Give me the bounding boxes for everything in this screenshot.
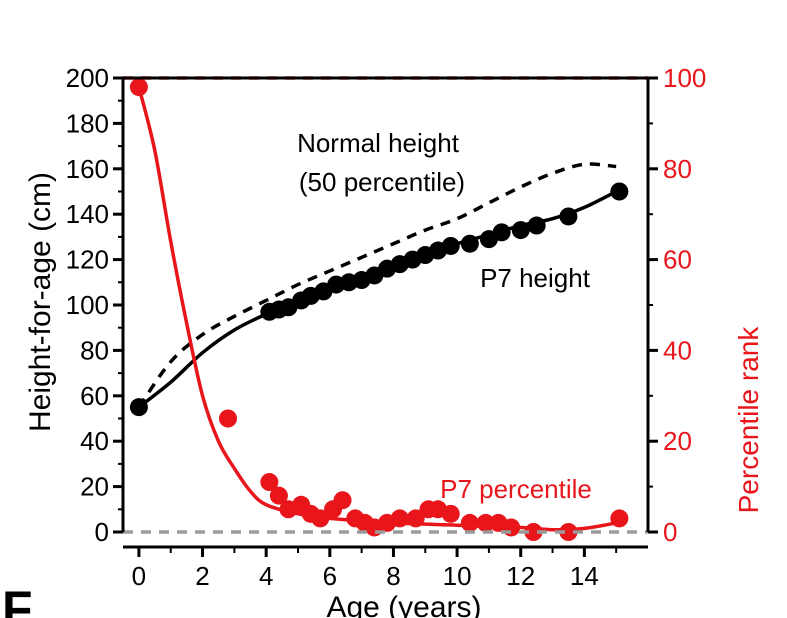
plot-area [123,76,648,541]
p7-height-point-19 [492,223,511,242]
panel-label: F [2,581,33,618]
y-tick-label-0: 0 [95,517,109,547]
x-tick-label-2: 2 [195,561,209,591]
y-tick-label-80: 80 [80,335,109,365]
p7-percentile-point-2 [260,473,279,492]
x-axis-label: Age (years) [326,591,481,618]
axes: 0 20 40 60 80 100 120 140 160 180 200 0 20 40 60 80 100 0… [66,63,707,591]
x-tick-label-4: 4 [259,561,273,591]
p7-percentile-point-15 [406,509,425,528]
p7-percentile-point-22 [502,518,521,537]
p7-percentile-point-19 [460,513,479,532]
x-tick-label-12: 12 [506,561,535,591]
x-tick-label-14: 14 [570,561,599,591]
y2-tick-label-0: 0 [663,517,677,547]
p7-percentile-point-14 [390,509,409,528]
y-tick-label-200: 200 [66,63,109,93]
p7-percentile-point-23 [524,523,543,541]
p7-height-point-23 [610,182,629,201]
y-tick-label-160: 160 [66,154,109,184]
y-tick-label-40: 40 [80,426,109,456]
annotation-p7-height: P7 height [480,263,591,293]
p7-height-point-21 [527,216,546,235]
y-tick-label-100: 100 [66,290,109,320]
p7-height-point-22 [559,207,578,226]
x-tick-label-0: 0 [132,561,146,591]
y2-tick-label-100: 100 [663,63,706,93]
y2-axis-label: Percentile rank [733,326,764,514]
p7-percentile-point-0 [129,78,148,97]
p7-percentile-point-20 [476,513,495,532]
p7-height-point-16 [441,236,460,255]
p7-height-point-0 [129,398,148,417]
y-axis-label: Height-for-age (cm) [24,172,57,432]
p7-percentile-point-7 [311,509,330,528]
y2-tick-label-20: 20 [663,426,692,456]
x-tick-label-6: 6 [323,561,337,591]
p7-percentile-point-18 [441,504,460,523]
y2-tick-label-80: 80 [663,154,692,184]
p7-percentile-point-9 [333,491,352,510]
y-tick-label-180: 180 [66,108,109,138]
annotation-normal-height-percentile: (50 percentile) [299,167,465,197]
p7-percentile-point-3 [269,486,288,505]
p7-height-point-20 [511,221,530,240]
p7-percentile-point-24 [559,523,578,541]
y-tick-label-60: 60 [80,381,109,411]
annotation-p7-percentile: P7 percentile [440,474,592,504]
p7-height-point-17 [460,234,479,253]
p7-percentile-point-1 [219,409,237,428]
y-tick-label-120: 120 [66,245,109,275]
y2-tick-label-40: 40 [663,335,692,365]
y-tick-label-20: 20 [80,472,109,502]
annotation-normal-height: Normal height [297,128,460,158]
normal-height-50-percentile-line [137,162,617,409]
p7-percentile-point-25 [610,509,629,528]
x-tick-label-8: 8 [386,561,400,591]
y2-tick-label-60: 60 [663,245,692,275]
y-tick-label-140: 140 [66,199,109,229]
x-tick-label-10: 10 [443,561,472,591]
